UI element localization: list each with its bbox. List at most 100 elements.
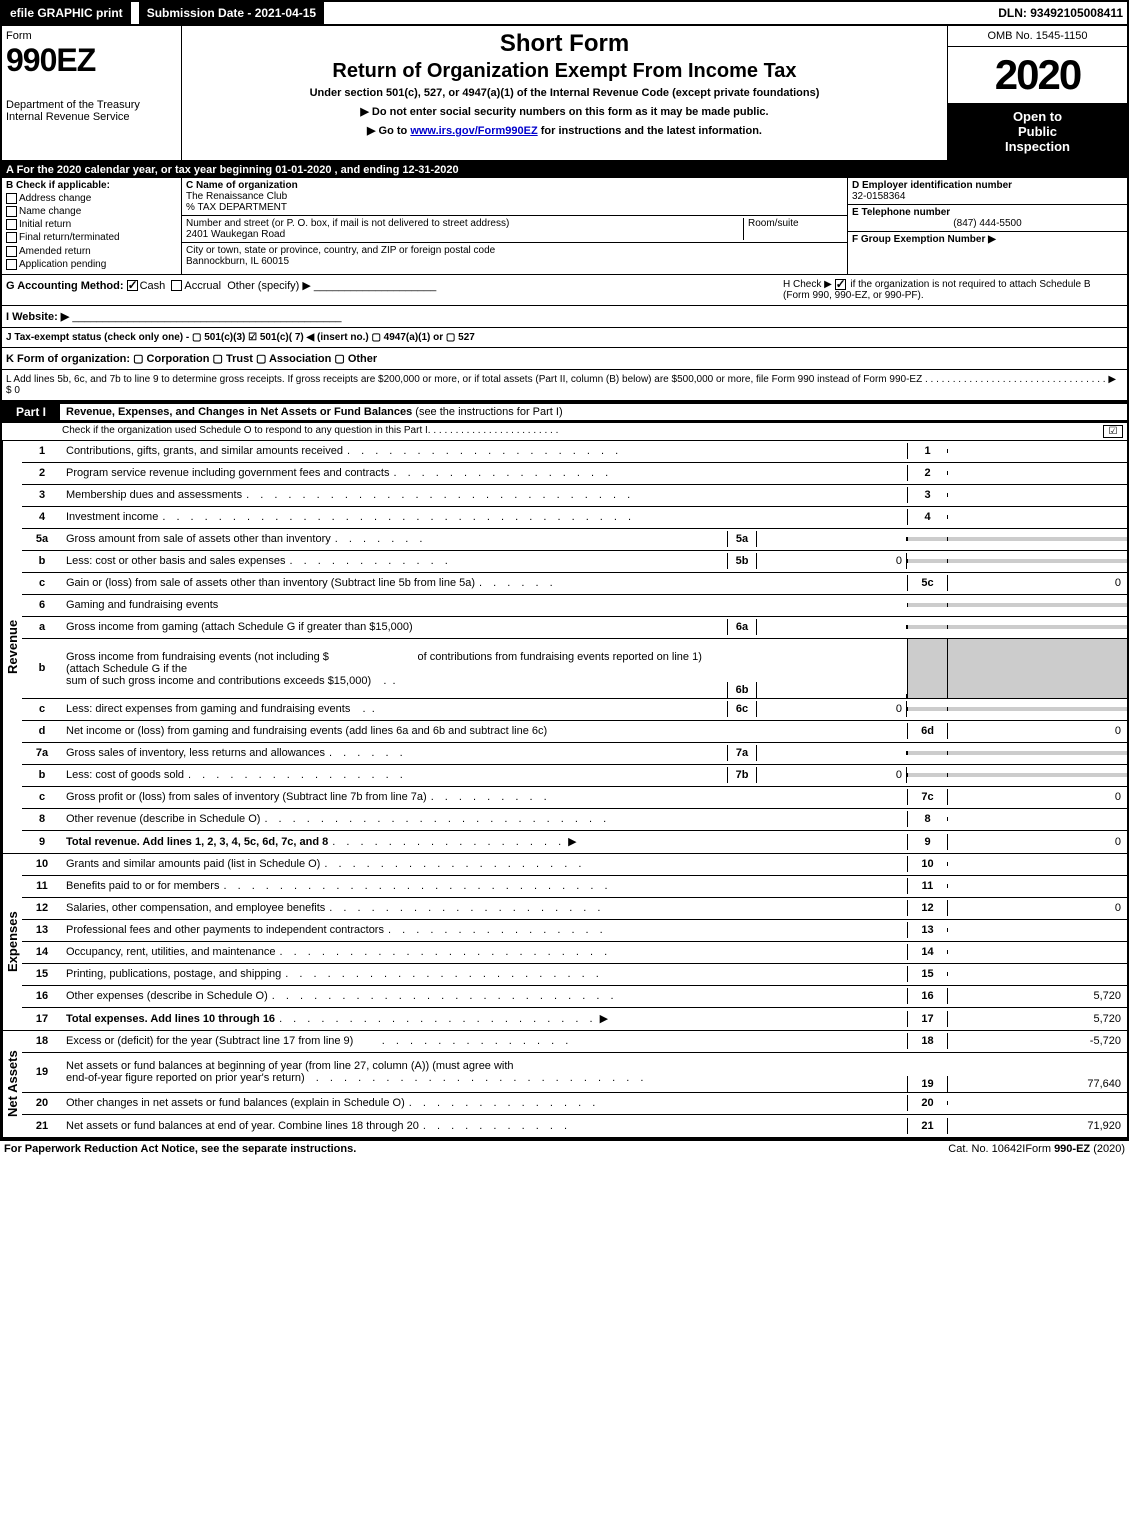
check-schedule-o-row: Check if the organization used Schedule …	[2, 423, 1127, 441]
line-5b: b Less: cost or other basis and sales ex…	[22, 551, 1127, 573]
line-11: 11 Benefits paid to or for members . . .…	[22, 876, 1127, 898]
street-row: Number and street (or P. O. box, if mail…	[182, 216, 847, 243]
accounting-method: G Accounting Method: Cash Accrual Other …	[6, 279, 783, 301]
dept-irs: Internal Revenue Service	[6, 111, 177, 123]
check-application-pending[interactable]: Application pending	[6, 259, 177, 270]
check-name-change[interactable]: Name change	[6, 206, 177, 217]
expenses-section: Expenses 10 Grants and similar amounts p…	[2, 854, 1127, 1031]
line-6: 6 Gaming and fundraising events	[22, 595, 1127, 617]
line-6c: c Less: direct expenses from gaming and …	[22, 699, 1127, 721]
ssn-warning: ▶ Do not enter social security numbers o…	[190, 105, 939, 118]
box-d: D Employer identification number 32-0158…	[848, 178, 1127, 205]
open-line2: Public	[954, 124, 1121, 139]
efile-button[interactable]: efile GRAPHIC print	[2, 2, 131, 24]
info-grid: B Check if applicable: Address change Na…	[2, 178, 1127, 275]
check-o-checkbox[interactable]: ☑	[1103, 425, 1123, 438]
line-9: 9 Total revenue. Add lines 1, 2, 3, 4, 5…	[22, 831, 1127, 853]
part1-label: Part I	[2, 401, 60, 423]
footer-paperwork: For Paperwork Reduction Act Notice, see …	[4, 1143, 948, 1155]
row-i-website: I Website: ▶ ___________________________…	[2, 306, 1127, 328]
org-name-row: C Name of organization The Renaissance C…	[182, 178, 847, 216]
line-18: 18 Excess or (deficit) for the year (Sub…	[22, 1031, 1127, 1053]
open-line3: Inspection	[954, 139, 1121, 154]
check-schedule-b[interactable]	[835, 279, 846, 290]
part1-title: Revenue, Expenses, and Changes in Net As…	[60, 404, 1127, 420]
check-cash[interactable]	[127, 280, 138, 291]
box-c: C Name of organization The Renaissance C…	[182, 178, 847, 274]
submission-date-button[interactable]: Submission Date - 2021-04-15	[139, 2, 324, 24]
line-17: 17 Total expenses. Add lines 10 through …	[22, 1008, 1127, 1030]
boxes-def: D Employer identification number 32-0158…	[847, 178, 1127, 274]
row-l-gross-receipts: L Add lines 5b, 6c, and 7b to line 9 to …	[2, 370, 1127, 401]
check-address-change[interactable]: Address change	[6, 193, 177, 204]
line-6b: b Gross income from fundraising events (…	[22, 639, 1127, 699]
form-container: efile GRAPHIC print Submission Date - 20…	[0, 0, 1129, 1141]
line-10: 10 Grants and similar amounts paid (list…	[22, 854, 1127, 876]
line-8: 8 Other revenue (describe in Schedule O)…	[22, 809, 1127, 831]
revenue-section: Revenue 1 Contributions, gifts, grants, …	[2, 441, 1127, 854]
row-h: H Check ▶ if the organization is not req…	[783, 279, 1123, 301]
line-12: 12 Salaries, other compensation, and emp…	[22, 898, 1127, 920]
check-o-text: Check if the organization used Schedule …	[62, 425, 428, 438]
line-7a: 7a Gross sales of inventory, less return…	[22, 743, 1127, 765]
expenses-side-label: Expenses	[2, 854, 22, 1030]
box-f-title: F Group Exemption Number ▶	[852, 234, 996, 245]
top-bar: efile GRAPHIC print Submission Date - 20…	[2, 2, 1127, 26]
omb-number: OMB No. 1545-1150	[948, 26, 1127, 47]
header-block: Form 990EZ Department of the Treasury In…	[2, 26, 1127, 162]
line-5a: 5a Gross amount from sale of assets othe…	[22, 529, 1127, 551]
netassets-body: 18 Excess or (deficit) for the year (Sub…	[22, 1031, 1127, 1137]
line-21: 21 Net assets or fund balances at end of…	[22, 1115, 1127, 1137]
tax-year-row: A For the 2020 calendar year, or tax yea…	[2, 162, 1127, 178]
goto-instruction: ▶ Go to www.irs.gov/Form990EZ for instru…	[190, 124, 939, 137]
box-b-title: B Check if applicable:	[6, 180, 177, 191]
box-b: B Check if applicable: Address change Na…	[2, 178, 182, 274]
ein-value: 32-0158364	[852, 191, 1123, 202]
street-value: 2401 Waukegan Road	[186, 229, 743, 240]
line-2: 2 Program service revenue including gove…	[22, 463, 1127, 485]
check-accrual[interactable]	[171, 280, 182, 291]
line-4: 4 Investment income . . . . . . . . . . …	[22, 507, 1127, 529]
line-3: 3 Membership dues and assessments . . . …	[22, 485, 1127, 507]
goto-post: for instructions and the latest informat…	[538, 125, 762, 137]
row-k-org-form: K Form of organization: ▢ Corporation ▢ …	[2, 348, 1127, 370]
dln-label: DLN: 93492105008411	[998, 6, 1127, 20]
irs-link[interactable]: www.irs.gov/Form990EZ	[410, 125, 537, 137]
netassets-section: Net Assets 18 Excess or (deficit) for th…	[2, 1031, 1127, 1139]
header-left: Form 990EZ Department of the Treasury In…	[2, 26, 182, 160]
open-line1: Open to	[954, 109, 1121, 124]
netassets-side-label: Net Assets	[2, 1031, 22, 1137]
dept-treasury: Department of the Treasury	[6, 99, 177, 111]
line-6d: d Net income or (loss) from gaming and f…	[22, 721, 1127, 743]
line-20: 20 Other changes in net assets or fund b…	[22, 1093, 1127, 1115]
line-14: 14 Occupancy, rent, utilities, and maint…	[22, 942, 1127, 964]
revenue-body: 1 Contributions, gifts, grants, and simi…	[22, 441, 1127, 853]
open-public-badge: Open to Public Inspection	[948, 103, 1127, 160]
check-initial-return[interactable]: Initial return	[6, 219, 177, 230]
row-g-h: G Accounting Method: Cash Accrual Other …	[2, 275, 1127, 306]
return-title: Return of Organization Exempt From Incom…	[190, 60, 939, 83]
part1-header: Part I Revenue, Expenses, and Changes in…	[2, 401, 1127, 423]
footer: For Paperwork Reduction Act Notice, see …	[0, 1141, 1129, 1157]
expenses-body: 10 Grants and similar amounts paid (list…	[22, 854, 1127, 1030]
line-13: 13 Professional fees and other payments …	[22, 920, 1127, 942]
footer-formno: Form 990-EZ (2020)	[1025, 1143, 1125, 1155]
row-l-text: L Add lines 5b, 6c, and 7b to line 9 to …	[6, 374, 1123, 396]
line-7c: c Gross profit or (loss) from sales of i…	[22, 787, 1127, 809]
check-amended-return[interactable]: Amended return	[6, 246, 177, 257]
box-f: F Group Exemption Number ▶	[848, 232, 1127, 247]
header-center: Short Form Return of Organization Exempt…	[182, 26, 947, 160]
goto-pre: ▶ Go to	[367, 125, 410, 137]
check-final-return[interactable]: Final return/terminated	[6, 232, 177, 243]
line-19: 19 Net assets or fund balances at beginn…	[22, 1053, 1127, 1093]
street-label: Number and street (or P. O. box, if mail…	[186, 218, 743, 229]
city-row: City or town, state or province, country…	[182, 243, 847, 269]
form-number: 990EZ	[6, 42, 177, 79]
line-7b: b Less: cost of goods sold . . . . . . .…	[22, 765, 1127, 787]
line-15: 15 Printing, publications, postage, and …	[22, 964, 1127, 986]
header-right: OMB No. 1545-1150 2020 Open to Public In…	[947, 26, 1127, 160]
city-value: Bannockburn, IL 60015	[186, 256, 843, 267]
box-c-title: C Name of organization	[186, 180, 298, 191]
tax-year: 2020	[948, 47, 1127, 103]
footer-catno: Cat. No. 10642I	[948, 1143, 1025, 1155]
